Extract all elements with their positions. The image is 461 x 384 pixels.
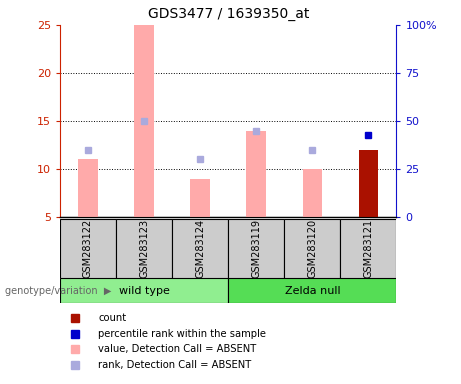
Bar <box>116 219 172 278</box>
Bar <box>228 278 396 303</box>
Bar <box>60 219 116 278</box>
Bar <box>340 219 396 278</box>
Bar <box>60 278 228 303</box>
Bar <box>190 179 210 217</box>
Text: count: count <box>98 313 126 323</box>
Text: GSM283124: GSM283124 <box>195 219 205 278</box>
Text: value, Detection Call = ABSENT: value, Detection Call = ABSENT <box>98 344 256 354</box>
Bar <box>172 219 228 278</box>
Text: GSM283119: GSM283119 <box>251 219 261 278</box>
Bar <box>359 150 378 217</box>
Bar <box>228 219 284 278</box>
Text: rank, Detection Call = ABSENT: rank, Detection Call = ABSENT <box>98 360 251 370</box>
Bar <box>134 25 154 217</box>
Text: percentile rank within the sample: percentile rank within the sample <box>98 329 266 339</box>
Text: GSM283121: GSM283121 <box>363 219 373 278</box>
Text: GSM283120: GSM283120 <box>307 219 317 278</box>
Bar <box>247 131 266 217</box>
Title: GDS3477 / 1639350_at: GDS3477 / 1639350_at <box>148 7 309 21</box>
Text: Zelda null: Zelda null <box>284 286 340 296</box>
Text: genotype/variation  ▶: genotype/variation ▶ <box>5 286 111 296</box>
Bar <box>302 169 322 217</box>
Text: wild type: wild type <box>118 286 170 296</box>
Text: GSM283123: GSM283123 <box>139 219 149 278</box>
Bar <box>284 219 340 278</box>
Text: GSM283122: GSM283122 <box>83 219 93 278</box>
Bar <box>78 159 98 217</box>
